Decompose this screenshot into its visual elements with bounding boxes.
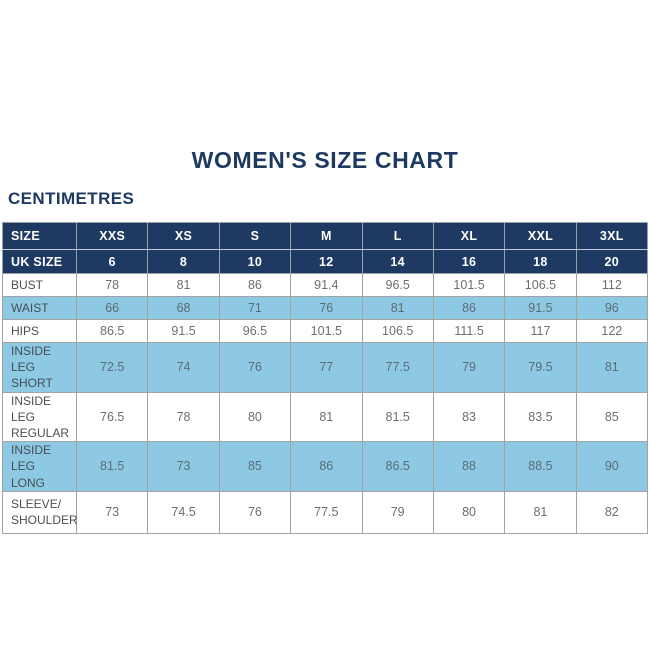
value-cell: 86 <box>432 296 506 320</box>
header-cell-xxs: XXS <box>75 222 149 250</box>
value-cell: 85 <box>218 441 292 492</box>
value-cell: 111.5 <box>432 319 506 343</box>
value-cell: 73 <box>75 490 149 534</box>
value-cell: 81 <box>575 342 649 393</box>
value-cell: 106.5 <box>504 273 577 297</box>
value-cell: 80 <box>432 490 506 534</box>
value-cell: 72.5 <box>75 342 149 393</box>
value-cell: 71 <box>218 296 292 320</box>
row-label: HIPS <box>2 319 77 343</box>
header-row-size: SIZE XXS XS S M L XL XXL 3XL <box>2 222 649 250</box>
value-cell: 76.5 <box>75 391 149 443</box>
value-cell: 77 <box>290 342 363 393</box>
uk-size-cell: 16 <box>432 249 506 274</box>
value-cell: 81 <box>290 391 363 443</box>
value-cell: 101.5 <box>290 319 363 343</box>
value-cell: 76 <box>218 342 292 393</box>
uk-size-cell: 8 <box>147 249 220 274</box>
value-cell: 91.4 <box>290 273 363 297</box>
value-cell: 117 <box>504 319 577 343</box>
value-cell: 79 <box>432 342 506 393</box>
table-row-bust: BUST 78 81 86 91.4 96.5 101.5 106.5 112 <box>2 273 649 297</box>
table-row-inside-leg-long: INSIDE LEG LONG 81.5 73 85 86 86.5 88 88… <box>2 441 649 492</box>
value-cell: 96.5 <box>361 273 434 297</box>
uk-size-cell: 14 <box>361 249 434 274</box>
value-cell: 86 <box>218 273 292 297</box>
size-chart-page: WOMEN'S SIZE CHART CENTIMETRES SIZE XXS … <box>0 147 650 534</box>
page-title: WOMEN'S SIZE CHART <box>191 147 459 173</box>
value-cell: 86.5 <box>361 441 434 492</box>
uk-size-cell: 6 <box>75 249 149 274</box>
header-cell-xxl: XXL <box>504 222 577 250</box>
table-row-inside-leg-regular: INSIDE LEG REGULAR 76.5 78 80 81 81.5 83… <box>2 391 649 443</box>
value-cell: 81.5 <box>361 391 434 443</box>
uk-size-cell: 20 <box>575 249 649 274</box>
table-row-inside-leg-short: INSIDE LEG SHORT 72.5 74 76 77 77.5 79 7… <box>2 342 649 393</box>
value-cell: 86 <box>290 441 363 492</box>
row-label: SLEEVE/ SHOULDER <box>2 490 78 534</box>
header-cell-xl: XL <box>432 222 506 250</box>
value-cell: 76 <box>290 296 363 320</box>
table-row-hips: HIPS 86.5 91.5 96.5 101.5 106.5 111.5 11… <box>2 319 649 343</box>
value-cell: 96.5 <box>218 319 292 343</box>
value-cell: 76 <box>218 490 292 534</box>
value-cell: 101.5 <box>432 273 506 297</box>
row-label: WAIST <box>2 296 77 320</box>
uk-size-cell: 12 <box>290 249 363 274</box>
value-cell: 122 <box>575 319 649 343</box>
value-cell: 88 <box>432 441 506 492</box>
value-cell: 79.5 <box>504 342 577 393</box>
value-cell: 85 <box>575 391 649 443</box>
value-cell: 68 <box>147 296 220 320</box>
value-cell: 86.5 <box>75 319 149 343</box>
value-cell: 83 <box>432 391 506 443</box>
header-cell-s: S <box>218 222 292 250</box>
value-cell: 74.5 <box>147 490 220 534</box>
value-cell: 79 <box>361 490 434 534</box>
header-row-uk-size: UK SIZE 6 8 10 12 14 16 18 20 <box>2 249 649 274</box>
value-cell: 81 <box>361 296 434 320</box>
value-cell: 73 <box>147 441 220 492</box>
header-label-size: SIZE <box>2 222 77 250</box>
table-row-sleeve-shoulder: SLEEVE/ SHOULDER 73 74.5 76 77.5 79 80 8… <box>2 490 649 534</box>
value-cell: 90 <box>575 441 649 492</box>
value-cell: 77.5 <box>290 490 363 534</box>
size-chart-table: SIZE XXS XS S M L XL XXL 3XL UK SIZE 6 8… <box>2 222 649 534</box>
row-label: INSIDE LEG REGULAR <box>2 391 77 443</box>
header-cell-l: L <box>361 222 434 250</box>
uk-size-cell: 10 <box>218 249 292 274</box>
value-cell: 96 <box>575 296 649 320</box>
value-cell: 78 <box>75 273 149 297</box>
uk-size-cell: 18 <box>504 249 577 274</box>
value-cell: 82 <box>575 490 649 534</box>
header-label-uk-size: UK SIZE <box>2 249 77 274</box>
header-cell-xs: XS <box>147 222 220 250</box>
row-label: INSIDE LEG LONG <box>2 441 77 492</box>
header-cell-m: M <box>290 222 363 250</box>
table-row-waist: WAIST 66 68 71 76 81 86 91.5 96 <box>2 296 649 320</box>
header-cell-3xl: 3XL <box>575 222 649 250</box>
value-cell: 91.5 <box>504 296 577 320</box>
value-cell: 88.5 <box>504 441 577 492</box>
value-cell: 77.5 <box>361 342 434 393</box>
unit-label: CENTIMETRES <box>8 189 135 208</box>
value-cell: 66 <box>75 296 149 320</box>
value-cell: 91.5 <box>147 319 220 343</box>
value-cell: 106.5 <box>361 319 434 343</box>
value-cell: 80 <box>218 391 292 443</box>
value-cell: 112 <box>575 273 649 297</box>
value-cell: 81.5 <box>75 441 149 492</box>
row-label: BUST <box>2 273 77 297</box>
value-cell: 81 <box>147 273 220 297</box>
value-cell: 74 <box>147 342 220 393</box>
value-cell: 83.5 <box>504 391 577 443</box>
value-cell: 81 <box>504 490 577 534</box>
row-label: INSIDE LEG SHORT <box>2 342 77 393</box>
value-cell: 78 <box>147 391 220 443</box>
